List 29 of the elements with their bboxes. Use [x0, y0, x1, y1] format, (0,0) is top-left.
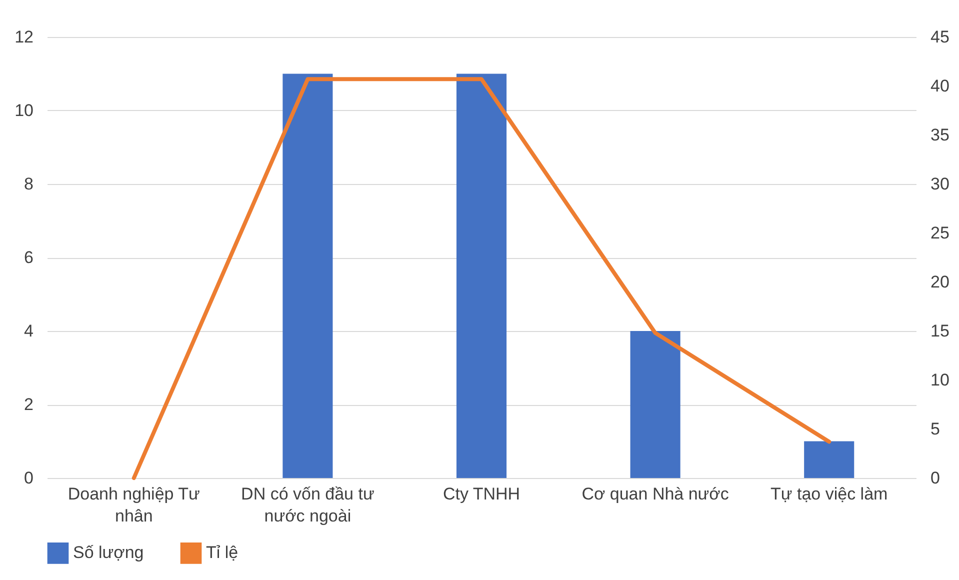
bar	[282, 74, 333, 478]
y-tick-label: 6	[24, 248, 34, 267]
y2-tick-label: 15	[930, 322, 950, 340]
y-tick-label: 2	[24, 395, 34, 414]
x-tick-label: Doanh nghiệp Tư nhân	[68, 484, 200, 526]
x-tick-label: Tự tạo việc làm	[770, 484, 888, 504]
y2-tick-label: 45	[930, 28, 950, 46]
x-tick-label: Cty TNHH	[442, 484, 520, 504]
y-tick-label: 4	[24, 322, 34, 340]
y2-tick-label: 35	[930, 126, 950, 144]
legend-label: Tỉ lệ	[206, 543, 238, 562]
x-tick-label: Cơ quan Nhà nước	[582, 484, 730, 504]
legend-label: Số lượng	[73, 543, 144, 562]
y2-tick-label: 20	[930, 272, 950, 292]
y-tick-label: 0	[24, 468, 34, 488]
y2-tick-label: 5	[930, 420, 940, 438]
bar	[630, 331, 680, 478]
y2-tick-label: 40	[930, 76, 950, 96]
y2-tick-label: 10	[930, 370, 950, 390]
y-tick-label: 8	[24, 174, 34, 194]
bar	[456, 74, 507, 478]
bar	[804, 441, 854, 478]
y-tick-label: 12	[14, 28, 34, 46]
x-tick-label: DN có vốn đầu tư nước ngoài	[241, 484, 374, 526]
line-series	[132, 77, 832, 480]
y2-tick-label: 0	[930, 468, 940, 488]
y-tick-label: 10	[14, 101, 34, 120]
y2-tick-label: 30	[930, 174, 950, 194]
y2-tick-label: 25	[930, 224, 950, 242]
